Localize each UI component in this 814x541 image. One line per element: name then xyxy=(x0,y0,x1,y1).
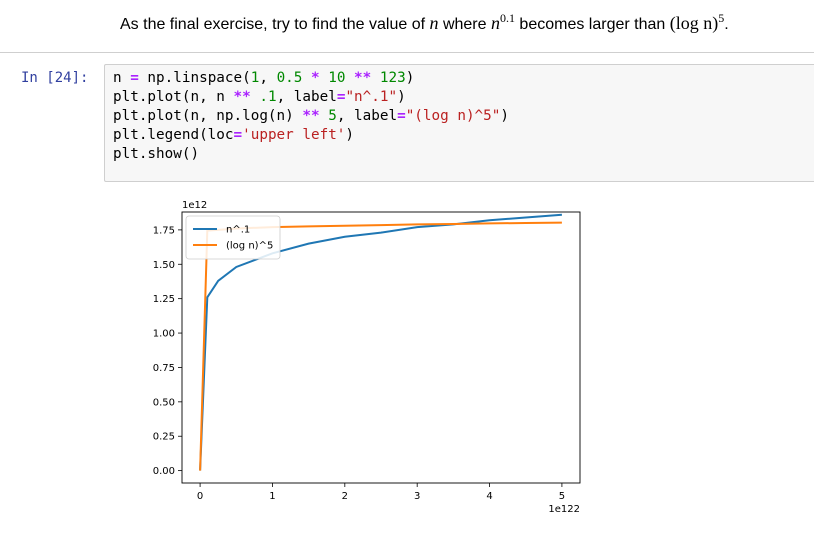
y-tick-label: 1.50 xyxy=(153,260,175,271)
cell-separator xyxy=(0,52,814,53)
exercise-text-where: where xyxy=(438,16,491,33)
code-text[interactable]: n = np.linspace(1, 0.5 * 10 ** 123) plt.… xyxy=(113,69,509,164)
code-line-1-text: n = np.linspace(1, 0.5 * 10 ** 123) xyxy=(113,70,415,86)
series-line-1 xyxy=(199,213,562,471)
x-tick-label: 0 xyxy=(197,491,203,502)
code-line-1: n = np.linspace(1, 0.5 * 10 ** 123) xyxy=(113,70,414,86)
code-line-2: plt.plot(n, n ** .1, label="n^.1") xyxy=(113,89,406,105)
math-var-n-power: n xyxy=(490,13,500,33)
legend: n^.1 (log n)^5 xyxy=(185,215,281,260)
x-tick-label: 1 xyxy=(269,491,275,502)
plot-frame xyxy=(181,211,581,484)
code-line-2-text: plt.plot(n, n ** .1, label="n^.1") xyxy=(113,89,406,105)
y-tick-label: 0.75 xyxy=(153,363,175,374)
code-line-4: plt.legend(loc='upper left') xyxy=(113,127,354,143)
code-cell-editor[interactable]: n = np.linspace(1, 0.5 * 10 ** 123) plt.… xyxy=(104,64,814,182)
x-tick-label: 4 xyxy=(486,491,492,502)
y-tick-label: 1.00 xyxy=(153,329,175,340)
code-line-3: plt.plot(n, np.log(n) ** 5, label="(log … xyxy=(113,108,509,124)
legend-entry-2: (log n)^5 xyxy=(226,241,273,252)
code-line-4-text: plt.legend(loc='upper left') xyxy=(113,127,355,143)
math-var-n: n xyxy=(429,13,439,33)
code-line-3-text: plt.plot(n, np.log(n) ** 5, label="(log … xyxy=(113,108,509,124)
y-tick-label: 1.25 xyxy=(153,294,175,305)
markdown-cell[interactable]: As the final exercise, try to find the v… xyxy=(0,0,814,54)
exercise-text-start: As the final exercise, try to find the v… xyxy=(120,16,430,33)
x-tick-label: 3 xyxy=(414,491,420,502)
code-line-5-text: plt.show() xyxy=(113,146,200,162)
y-offset-label: 1e12 xyxy=(182,200,207,211)
math-log-exponent: 5 xyxy=(718,11,725,25)
code-line-5: plt.show() xyxy=(113,146,199,162)
x-offset-label: 1e122 xyxy=(548,504,580,515)
y-tick-label: 0.25 xyxy=(153,432,175,443)
line-chart: 0 1 2 3 4 5 0.00 0.25 0.50 0.75 1.00 1.25 1.50 1.75 1e… xyxy=(153,200,581,515)
y-tick-label: 0.00 xyxy=(153,466,175,477)
input-prompt: In [24]: xyxy=(21,70,89,86)
legend-box xyxy=(185,215,281,260)
x-tick-label: 2 xyxy=(342,491,348,502)
exercise-text: As the final exercise, try to find the v… xyxy=(120,11,729,34)
output-plot: 0 1 2 3 4 5 0.00 0.25 0.50 0.75 1.00 1.25 1.50 1.75 1e… xyxy=(120,190,610,535)
y-tick-label: 0.50 xyxy=(153,397,175,408)
legend-entry-1: n^.1 xyxy=(226,225,250,236)
exercise-text-period: . xyxy=(724,16,729,33)
x-tick-label: 5 xyxy=(559,491,565,502)
y-tick-label: 1.75 xyxy=(153,225,175,236)
math-exponent: 0.1 xyxy=(499,11,515,25)
plot-axes: 0 1 2 3 4 5 0.00 0.25 0.50 0.75 1.00 1.25 1.50 1.75 1e… xyxy=(153,200,581,515)
math-log-expression: (log n) xyxy=(669,13,719,33)
exercise-text-larger: becomes larger than xyxy=(514,16,670,33)
